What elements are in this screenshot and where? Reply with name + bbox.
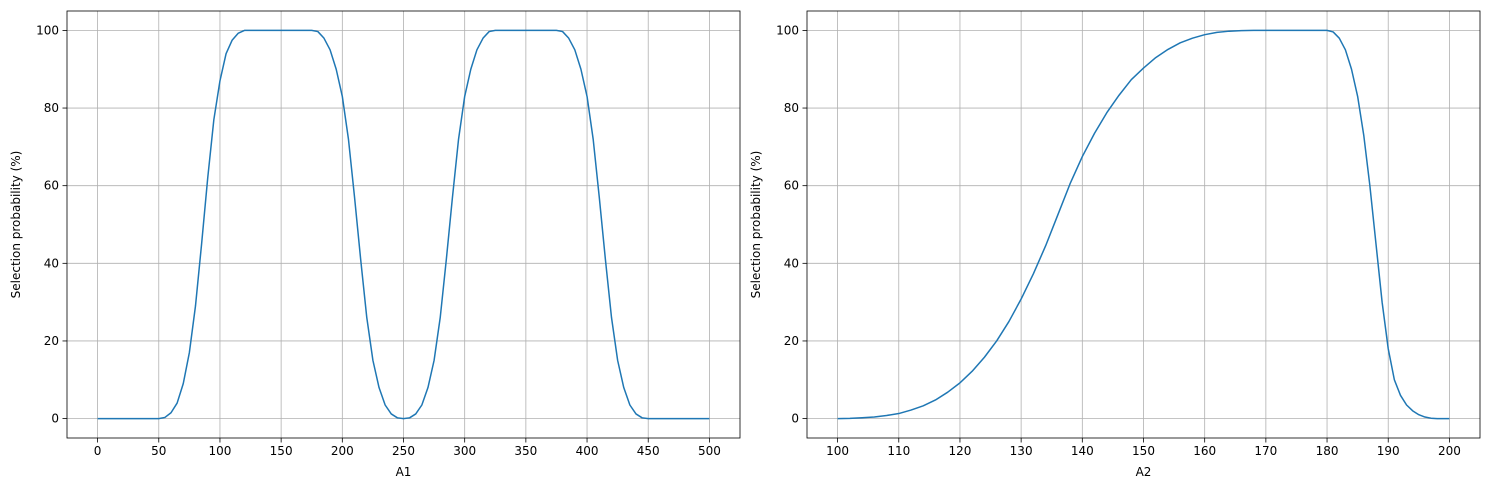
x-tick-label: 250 [392, 444, 415, 458]
x-tick-label: 100 [209, 444, 232, 458]
x-tick-label: 130 [1010, 444, 1033, 458]
x-tick-label: 160 [1193, 444, 1216, 458]
x-tick-label: 0 [94, 444, 102, 458]
x-tick-label: 450 [637, 444, 660, 458]
series-line [837, 29, 1450, 420]
series-line [97, 29, 710, 420]
x-tick-label: 400 [576, 444, 599, 458]
y-axis-label: Selection probability (%) [749, 151, 763, 299]
x-tick-label: 140 [1071, 444, 1094, 458]
x-tick-label: 150 [270, 444, 293, 458]
y-tick-label: 20 [784, 334, 799, 348]
chart-panel-2: 100 110 120 130 140 150 160 170 180 190 200 0 20 40 60… [749, 10, 1481, 479]
chart-panel-1: 0 50 100 150 200 250 300 350 400 450 500 0 20 40 60 80 1… [9, 10, 741, 479]
x-tick-label: 200 [331, 444, 354, 458]
x-tick-label: 350 [514, 444, 537, 458]
x-tick-label: 150 [1132, 444, 1155, 458]
y-tick-label: 0 [791, 412, 799, 426]
y-tick-label: 0 [51, 412, 59, 426]
x-tick-label: 110 [887, 444, 910, 458]
y-tick-label: 100 [776, 23, 799, 37]
x-tick-label: 100 [826, 444, 849, 458]
y-axis-label: Selection probability (%) [9, 151, 23, 299]
y-tick-label: 60 [44, 179, 59, 193]
x-tick-label: 300 [453, 444, 476, 458]
y-tick-label: 20 [44, 334, 59, 348]
x-tick-label: 50 [151, 444, 166, 458]
x-tick-label: 170 [1254, 444, 1277, 458]
x-tick-label: 500 [698, 444, 721, 458]
x-axis-label: A1 [396, 465, 412, 479]
x-tick-label: 200 [1438, 444, 1461, 458]
y-tick-label: 80 [784, 101, 799, 115]
y-tick-label: 60 [784, 179, 799, 193]
x-axis-label: A2 [1136, 465, 1152, 479]
x-tick-label: 180 [1316, 444, 1339, 458]
x-tick-label: 190 [1377, 444, 1400, 458]
y-tick-label: 40 [784, 256, 799, 270]
x-tick-label: 120 [949, 444, 972, 458]
y-tick-label: 100 [36, 23, 59, 37]
y-tick-label: 80 [44, 101, 59, 115]
y-tick-label: 40 [44, 256, 59, 270]
